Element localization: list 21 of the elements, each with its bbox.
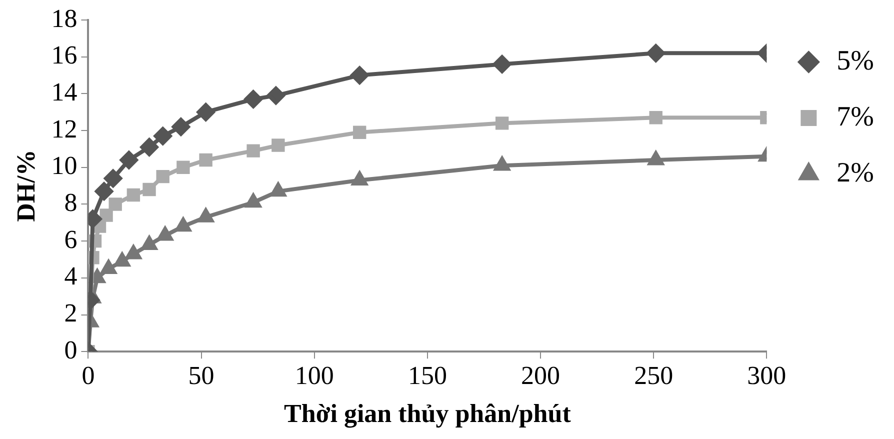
y-tick-label: 14 <box>51 78 78 107</box>
x-tick-label: 150 <box>408 361 447 390</box>
y-tick-label: 0 <box>64 335 78 364</box>
x-tick-label: 100 <box>294 361 334 390</box>
y-tick-label: 16 <box>51 40 78 70</box>
legend-label: 5% <box>836 45 874 76</box>
y-axis-title: DH/% <box>11 150 40 222</box>
x-tick-label: 250 <box>634 361 674 390</box>
legend-label: 2% <box>836 157 874 188</box>
x-tick-label: 50 <box>188 361 214 390</box>
y-tick-label: 4 <box>64 262 78 291</box>
y-tick-label: 2 <box>64 298 78 328</box>
y-tick-label: 18 <box>51 4 78 33</box>
x-tick-label: 300 <box>747 361 786 390</box>
x-tick-label: 200 <box>521 361 560 390</box>
y-tick-label: 6 <box>64 224 78 254</box>
legend-label: 7% <box>836 101 874 132</box>
y-tick-label: 8 <box>64 188 78 218</box>
y-tick-label: 10 <box>51 151 78 180</box>
x-axis-title: Thời gian thủy phân/phút <box>284 399 572 428</box>
y-tick-label: 12 <box>51 114 78 144</box>
